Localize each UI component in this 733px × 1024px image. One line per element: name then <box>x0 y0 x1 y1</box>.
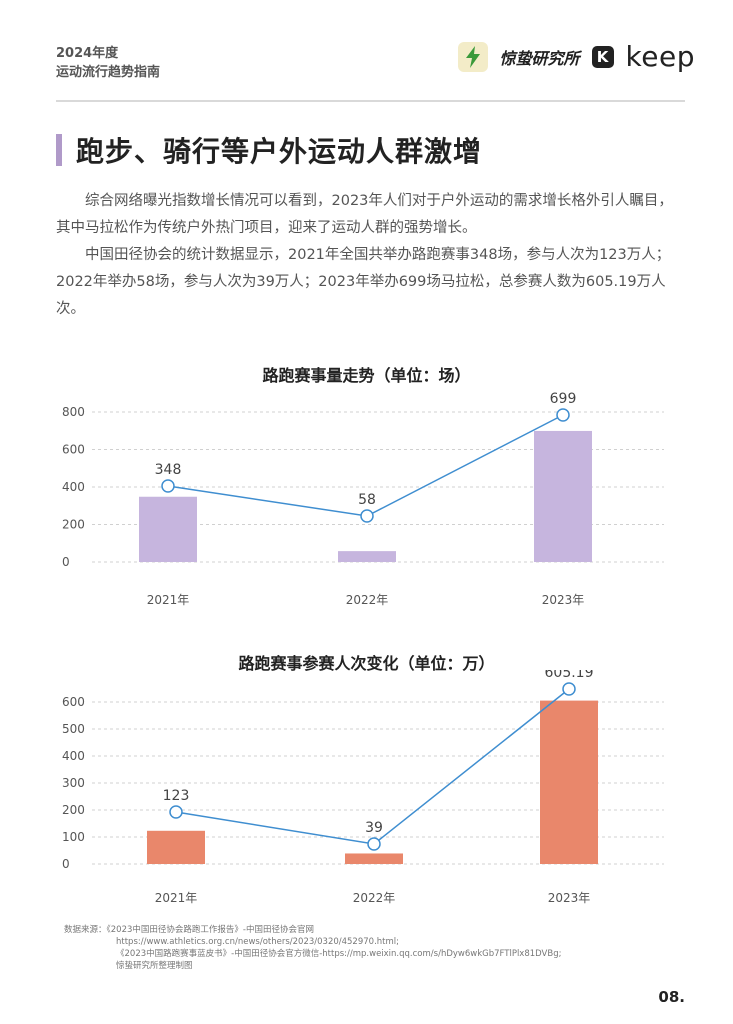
bar <box>534 430 592 562</box>
report-header: 2024年度 运动流行趋势指南 <box>56 44 160 82</box>
y-tick-label: 600 <box>62 695 85 709</box>
participant-count-chart: 0 100 200 300 400 500 600 123 39 605.19 2021年 2022年… <box>62 670 664 905</box>
lightning-icon <box>457 41 488 72</box>
x-tick-label: 2022年 <box>346 593 389 607</box>
y-tick-label: 0 <box>62 555 70 569</box>
race-count-chart: 0 200 400 600 800 348 58 699 2021年 2022年 2023年 <box>62 391 664 607</box>
bar <box>345 853 403 864</box>
page-number: 08. <box>658 988 685 1006</box>
bar <box>147 830 205 864</box>
source-line: 《2023中国路跑赛事蓝皮书》-中国田径协会官方微信-https://mp.we… <box>116 949 562 959</box>
bar <box>540 700 598 864</box>
data-label: 58 <box>358 492 376 508</box>
source-line: 惊蛰研究所整理制图 <box>116 961 193 971</box>
section-accent-bar <box>56 134 62 166</box>
data-point <box>562 682 576 696</box>
y-tick-label: 300 <box>62 776 85 790</box>
y-tick-label: 200 <box>62 518 85 532</box>
section-title: 跑步、骑行等户外运动人群激增 <box>76 135 483 168</box>
keep-logo-text: keep <box>625 40 695 73</box>
y-tick-label: 500 <box>62 722 85 736</box>
data-sources: 数据来源：《2023中国田径协会路跑工作报告》-中国田径协会官网 https:/… <box>64 924 561 972</box>
y-tick-label: 600 <box>62 443 85 457</box>
x-tick-label: 2023年 <box>542 593 585 607</box>
data-point <box>161 479 175 493</box>
data-point <box>556 408 570 422</box>
body-paragraph-1: 综合网络曝光指数增长情况可以看到，2023年人们对于户外运动的需求增长格外引人瞩… <box>56 193 673 236</box>
data-point <box>367 837 381 851</box>
report-subtitle: 运动流行趋势指南 <box>56 65 161 80</box>
x-tick-label: 2021年 <box>155 891 198 905</box>
y-tick-label: 100 <box>62 830 85 844</box>
x-tick-label: 2021年 <box>147 593 190 607</box>
y-tick-label: 0 <box>62 857 70 871</box>
header-divider <box>56 100 685 102</box>
data-point <box>169 805 183 819</box>
jingzhe-logo-text: 惊蛰研究所 <box>499 48 580 68</box>
data-point <box>360 509 374 523</box>
logo-group: 惊蛰研究所 K keep <box>457 40 695 73</box>
data-label: 699 <box>550 391 577 407</box>
bar <box>139 496 197 562</box>
report-year: 2024年度 <box>56 46 119 61</box>
chart1-title: 路跑赛事量走势（单位：场） <box>262 366 471 385</box>
bar <box>338 551 396 562</box>
keep-logo-icon: K <box>591 45 614 68</box>
y-tick-label: 800 <box>62 405 85 419</box>
body-paragraph-2: 中国田径协会的统计数据显示，2021年全国共举办路跑赛事348场，参与人次为12… <box>56 247 671 317</box>
y-tick-label: 200 <box>62 803 85 817</box>
source-line: 数据来源：《2023中国田径协会路跑工作报告》-中国田径协会官网 <box>64 925 314 935</box>
data-label: 605.19 <box>545 670 594 681</box>
x-tick-label: 2022年 <box>353 891 396 905</box>
y-tick-label: 400 <box>62 749 85 763</box>
data-label: 39 <box>365 820 383 836</box>
source-line: https://www.athletics.org.cn/news/others… <box>116 937 399 947</box>
y-tick-label: 400 <box>62 480 85 494</box>
data-label: 123 <box>163 788 190 804</box>
x-tick-label: 2023年 <box>548 891 591 905</box>
data-label: 348 <box>155 462 182 478</box>
chart2-title: 路跑赛事参赛人次变化（单位：万） <box>238 654 495 673</box>
